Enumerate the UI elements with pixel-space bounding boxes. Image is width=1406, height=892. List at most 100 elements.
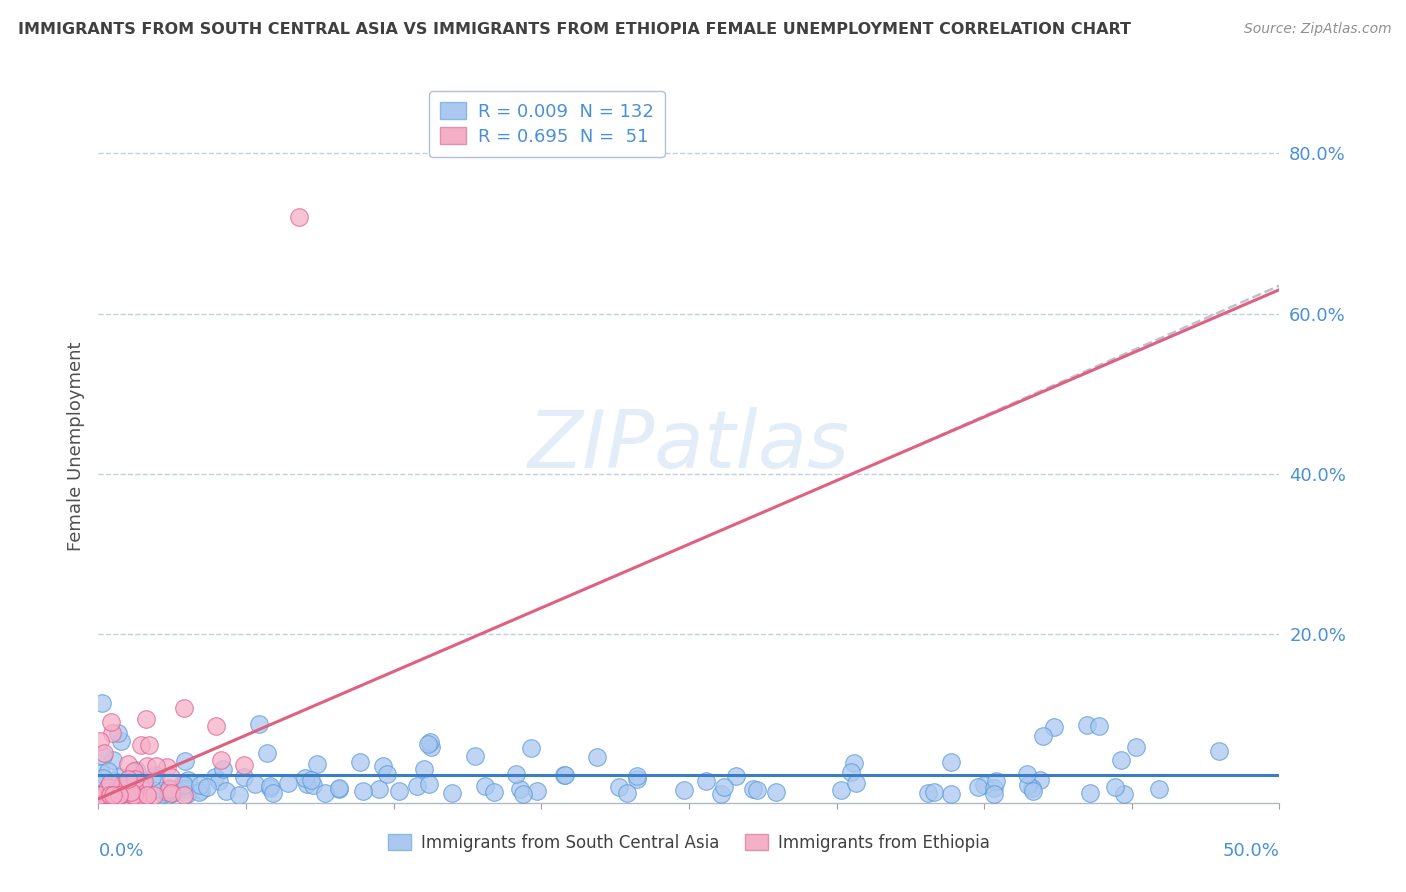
Point <box>108 788 131 802</box>
Point <box>204 719 226 733</box>
Point <box>188 778 211 792</box>
Point <box>1043 720 1066 734</box>
Point <box>145 768 167 782</box>
Point <box>100 788 122 802</box>
Point <box>141 770 163 784</box>
Point <box>90 765 112 780</box>
Point <box>107 788 129 802</box>
Point <box>124 783 146 797</box>
Point <box>294 771 316 785</box>
Point <box>371 758 394 772</box>
Point <box>586 749 609 764</box>
Point <box>1109 753 1132 767</box>
Point <box>174 755 197 769</box>
Point <box>156 785 179 799</box>
Point <box>288 211 311 225</box>
Point <box>173 782 195 797</box>
Point <box>97 780 120 795</box>
Point <box>120 784 142 798</box>
Point <box>124 764 146 778</box>
Point <box>93 787 115 801</box>
Point <box>176 787 198 801</box>
Point <box>101 725 124 739</box>
Point <box>243 777 266 791</box>
Point <box>941 787 963 801</box>
Point <box>626 772 648 786</box>
Point <box>103 773 125 788</box>
Point <box>157 782 180 797</box>
Point <box>626 769 648 783</box>
Point <box>554 768 576 782</box>
Point <box>482 785 505 799</box>
Point <box>388 783 411 797</box>
Point <box>208 773 231 788</box>
Point <box>90 696 112 710</box>
Point <box>120 772 142 787</box>
Point <box>121 788 143 802</box>
Point <box>830 782 852 797</box>
Point <box>156 760 179 774</box>
Point <box>98 788 121 802</box>
Point <box>131 778 153 792</box>
Point <box>94 787 117 801</box>
Point <box>1114 787 1136 801</box>
Point <box>132 775 155 789</box>
Point <box>117 756 139 771</box>
Point <box>725 769 748 783</box>
Point <box>108 787 131 801</box>
Point <box>917 786 939 800</box>
Point <box>297 776 319 790</box>
Point <box>93 788 115 802</box>
Point <box>307 756 329 771</box>
Point <box>695 774 717 789</box>
Legend: Immigrants from South Central Asia, Immigrants from Ethiopia: Immigrants from South Central Asia, Immi… <box>381 828 997 859</box>
Point <box>1015 767 1038 781</box>
Point <box>1076 718 1098 732</box>
Point <box>93 747 115 761</box>
Point <box>211 763 233 777</box>
Point <box>156 788 179 802</box>
Point <box>553 768 575 782</box>
Text: ZIPatlas: ZIPatlas <box>527 407 851 485</box>
Point <box>110 787 132 801</box>
Point <box>259 779 281 793</box>
Point <box>526 784 548 798</box>
Point <box>131 739 153 753</box>
Point <box>110 734 132 748</box>
Point <box>939 755 962 769</box>
Point <box>375 767 398 781</box>
Point <box>117 772 139 786</box>
Point <box>262 785 284 799</box>
Point <box>96 780 118 795</box>
Point <box>509 781 531 796</box>
Point <box>1022 784 1045 798</box>
Point <box>108 788 131 802</box>
Point <box>177 772 200 787</box>
Point <box>228 788 250 802</box>
Point <box>412 762 434 776</box>
Point <box>1029 772 1052 787</box>
Y-axis label: Female Unemployment: Female Unemployment <box>66 342 84 550</box>
Point <box>406 779 429 793</box>
Point <box>973 778 995 792</box>
Point <box>100 780 122 795</box>
Point <box>713 780 735 795</box>
Point <box>173 788 195 802</box>
Point <box>512 788 534 802</box>
Point <box>745 782 768 797</box>
Point <box>172 776 194 790</box>
Point <box>173 778 195 792</box>
Text: 50.0%: 50.0% <box>1223 842 1279 860</box>
Point <box>922 785 945 799</box>
Text: IMMIGRANTS FROM SOUTH CENTRAL ASIA VS IMMIGRANTS FROM ETHIOPIA FEMALE UNEMPLOYME: IMMIGRANTS FROM SOUTH CENTRAL ASIA VS IM… <box>18 22 1132 37</box>
Point <box>135 788 157 802</box>
Point <box>145 759 167 773</box>
Point <box>91 749 114 764</box>
Point <box>173 700 195 714</box>
Point <box>983 787 1005 801</box>
Point <box>1021 781 1043 796</box>
Point <box>1087 719 1109 733</box>
Point <box>418 777 440 791</box>
Point <box>104 788 127 802</box>
Point <box>464 749 486 764</box>
